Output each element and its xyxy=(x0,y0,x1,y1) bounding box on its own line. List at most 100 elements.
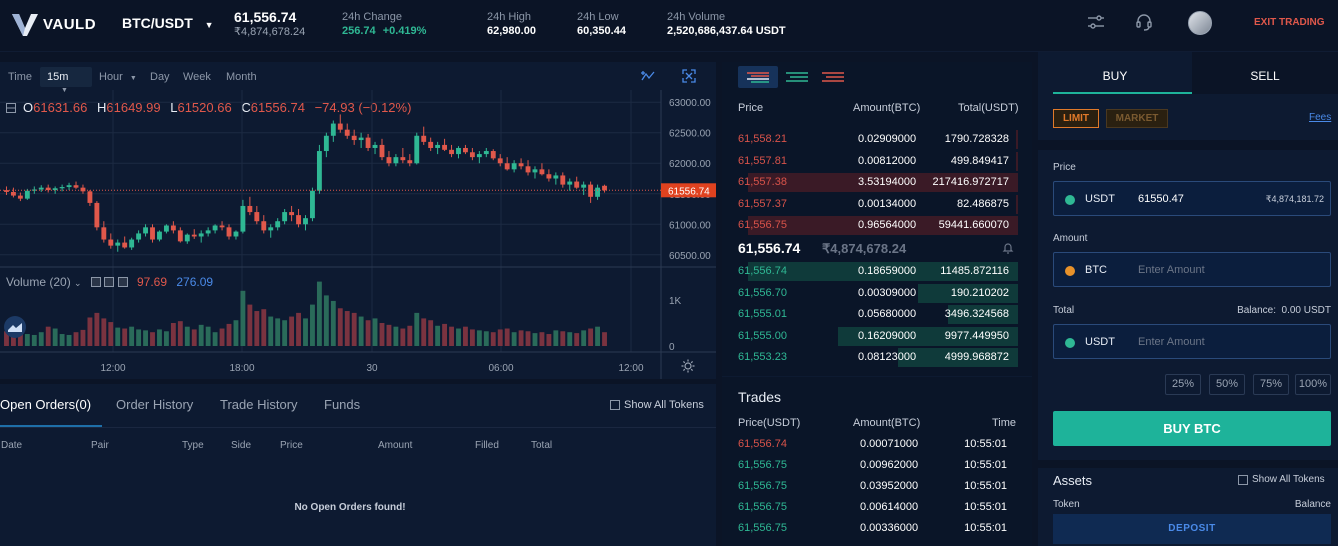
trade-row: 61,556.75 0.00962000 10:55:01 xyxy=(722,455,1022,476)
volume-bar xyxy=(247,304,253,346)
volume-bar xyxy=(497,329,503,346)
tab-funds[interactable]: Funds xyxy=(324,397,361,412)
ask-amount: 0.00134000 xyxy=(858,197,917,210)
volume-bar xyxy=(449,326,454,346)
deposit-button[interactable]: DEPOSIT xyxy=(1053,514,1331,544)
candle-body xyxy=(469,152,475,158)
candle-body xyxy=(310,190,315,219)
settings-sliders-icon[interactable] xyxy=(1086,12,1106,32)
volume-close-icon[interactable] xyxy=(117,277,128,287)
ask-price: 61,557.38 xyxy=(738,176,787,189)
total-input[interactable]: USDT Enter Amount xyxy=(1053,324,1331,359)
brand-name: VAULD xyxy=(43,16,97,33)
candle-body xyxy=(442,144,448,150)
tab-sell[interactable]: SELL xyxy=(1192,52,1338,94)
orderbook-view-asks-icon[interactable] xyxy=(818,66,848,88)
tab-buy[interactable]: BUY xyxy=(1102,69,1128,83)
orderbook-view-bids-icon[interactable] xyxy=(782,66,812,88)
support-headset-icon[interactable] xyxy=(1134,12,1154,32)
timeframe-15m[interactable]: 15m ▼ xyxy=(40,67,92,94)
volume-format-icon[interactable] xyxy=(104,277,115,287)
price-input[interactable]: USDT 61550.47 ₹4,874,181.72 xyxy=(1053,181,1331,216)
volume-bar xyxy=(303,318,308,346)
ask-row[interactable]: 61,557.37 0.00134000 82.486875 xyxy=(722,194,1022,215)
timeframe-time[interactable]: Time xyxy=(8,71,33,83)
candle-body xyxy=(122,242,128,248)
volume-bar xyxy=(282,320,288,346)
limit-order-button[interactable]: LIMIT xyxy=(1053,109,1099,128)
volume-bar xyxy=(163,331,169,346)
timeframe-month[interactable]: Month xyxy=(226,71,257,83)
volume-bar xyxy=(574,333,580,346)
candle-body xyxy=(205,230,211,234)
amount-label: Amount xyxy=(1053,233,1088,244)
ohlc-low: 61520.66 xyxy=(177,100,232,115)
time-tick-label: 18:00 xyxy=(229,363,254,374)
chart-settings-gear-icon[interactable] xyxy=(681,359,695,373)
bid-total: 9977.449950 xyxy=(944,329,1009,342)
avatar[interactable] xyxy=(1188,11,1212,35)
candle-body xyxy=(101,227,107,240)
fees-link[interactable]: Fees xyxy=(1309,112,1332,123)
candle-body xyxy=(191,234,197,237)
pct-50-button[interactable]: 50% xyxy=(1209,374,1245,395)
fullscreen-icon[interactable] xyxy=(681,68,697,84)
amount-currency: BTC xyxy=(1085,264,1107,276)
candle-body xyxy=(66,185,72,188)
ask-amount: 0.02909000 xyxy=(858,133,917,145)
bid-row[interactable]: 61,556.70 0.00309000 190.210202 xyxy=(722,283,1022,304)
bid-row[interactable]: 61,556.74 0.18659000 11485.872116 xyxy=(722,261,1022,282)
assets-show-all-checkbox[interactable] xyxy=(1238,475,1248,485)
market-order-button[interactable]: MARKET xyxy=(1106,109,1168,128)
col-price: Price xyxy=(280,440,303,451)
orderbook-view-both-icon[interactable] xyxy=(738,66,778,88)
volume-bar xyxy=(442,323,448,346)
tab-open-orders[interactable]: Open Orders(0) xyxy=(0,397,92,412)
chart-menu-icon[interactable] xyxy=(6,102,16,113)
volume-bar xyxy=(66,334,72,346)
volume-bar xyxy=(289,316,295,346)
ask-row[interactable]: 61,556.75 0.96564000 59441.660070 xyxy=(722,215,1022,236)
timeframe-week[interactable]: Week xyxy=(183,71,211,83)
candle-body xyxy=(525,166,531,173)
candle-body xyxy=(497,158,503,164)
pair-selector[interactable]: BTC/USDT ▼ xyxy=(122,15,214,31)
time-tick-label: 30 xyxy=(366,363,378,374)
indicator-icon[interactable] xyxy=(640,68,656,84)
bid-row[interactable]: 61,555.01 0.05680000 3496.324568 xyxy=(722,304,1022,325)
volume-bar xyxy=(428,320,434,346)
volume-bar xyxy=(469,329,475,346)
tab-trade-history[interactable]: Trade History xyxy=(220,397,298,412)
exit-trading-link[interactable]: EXIT TRADING xyxy=(1254,17,1325,28)
pct-25-button[interactable]: 25% xyxy=(1165,374,1201,395)
bid-row[interactable]: 61,553.23 0.08123000 4999.968872 xyxy=(722,347,1022,368)
volume-bar xyxy=(94,312,100,346)
ask-row[interactable]: 61,558.21 0.02909000 1790.728328 xyxy=(722,129,1022,150)
volume-bar xyxy=(212,332,218,346)
timeframe-day[interactable]: Day xyxy=(150,71,170,83)
pct-100-button[interactable]: 100% xyxy=(1295,374,1331,395)
bid-amount: 0.08123000 xyxy=(858,351,917,364)
price-chart[interactable]: 63000.0062500.0062000.0061500.0061000.00… xyxy=(0,62,716,379)
volume-value-1: 97.69 xyxy=(136,275,167,289)
tab-order-history[interactable]: Order History xyxy=(116,397,194,412)
ohlc-close: 61556.74 xyxy=(250,100,305,115)
tradingview-logo-icon[interactable] xyxy=(4,316,26,338)
volume-bar xyxy=(136,329,142,346)
ask-row[interactable]: 61,557.38 3.53194000 217416.972717 xyxy=(722,172,1022,193)
bell-icon[interactable] xyxy=(1002,242,1014,254)
show-all-tokens-checkbox[interactable] xyxy=(610,400,620,410)
pct-75-button[interactable]: 75% xyxy=(1253,374,1289,395)
ask-row[interactable]: 61,557.81 0.00812000 499.849417 xyxy=(722,151,1022,172)
volume-settings-icon[interactable] xyxy=(90,277,101,287)
trade-time: 10:55:01 xyxy=(964,501,1007,513)
buy-btc-button[interactable]: BUY BTC xyxy=(1053,411,1331,446)
col-side: Side xyxy=(231,440,252,451)
vauld-logo-icon[interactable] xyxy=(10,11,40,39)
timeframe-hour[interactable]: Hour ▼ xyxy=(99,71,137,83)
bid-row[interactable]: 61,555.00 0.16209000 9977.449950 xyxy=(722,326,1022,347)
candle-body xyxy=(323,135,329,152)
chevron-down-icon[interactable]: ⌄ xyxy=(74,278,82,288)
volume-bar xyxy=(330,300,336,346)
amount-input[interactable]: BTC Enter Amount xyxy=(1053,252,1331,287)
